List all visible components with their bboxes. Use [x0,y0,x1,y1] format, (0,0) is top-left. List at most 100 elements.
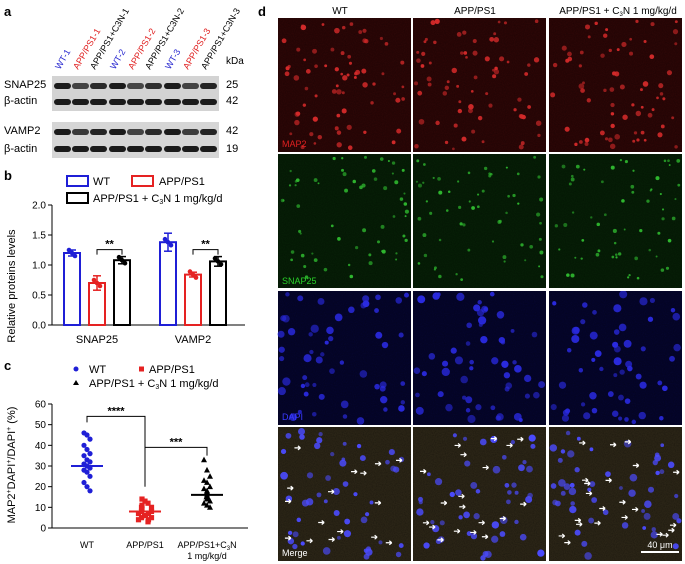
cell-dot [289,169,292,173]
col-header-c3n: APP/PS1 + C3N 1 mg/kg/d [559,6,677,18]
legend-c3n: APP/PS1 + C3N 1 mg/kg/d [93,193,223,206]
cell-dot [527,492,533,499]
cell-dot [485,92,489,96]
arrow-marker [624,439,632,445]
cell-dot [629,473,638,482]
blot-band [182,146,199,152]
cell-dot [639,297,648,306]
arrow-marker [609,442,617,448]
data-point [187,269,193,274]
cell-dot [538,237,542,241]
cell-dot [303,391,309,397]
cell-dot [380,395,388,404]
blot-band [90,83,107,89]
blot-band [109,83,126,89]
cell-dot [492,465,501,474]
panel-d-label: d [258,4,266,19]
panel-b-chart: 0.0 0.5 1.0 1.5 2.0 ** SNAP25 ** VAMP2 [32,201,245,346]
blot-band [200,129,217,135]
cell-dot [416,508,424,516]
cell-dot [340,51,345,56]
row-label-bactin-1: β-actin [4,95,37,107]
cell-dot [336,113,341,118]
cell-dot [672,29,679,35]
cell-dot [619,290,628,299]
cell-dot [311,411,317,417]
cell-dot [640,105,644,109]
cell-dot [444,85,450,91]
cell-dot [589,392,597,400]
cell-dot [558,479,566,487]
cell-dot [456,84,460,88]
cell-dot [663,159,667,163]
cell-dot [391,172,394,175]
cell-dot [659,92,664,96]
cell-dot [401,168,405,172]
data-point [81,479,87,486]
cell-dot [341,25,346,30]
cell-dot [524,259,527,262]
cell-dot [300,541,305,546]
cell-dot [617,252,622,256]
cell-dot [335,84,339,88]
cell-dot [287,530,293,536]
arrow-marker [517,436,524,442]
cell-dot [303,58,307,62]
cell-dot [669,355,675,362]
arrow-marker [458,493,465,499]
legend-app: APP/PS1 [159,176,205,188]
cell-dot [429,211,433,215]
cell-dot [489,36,495,42]
blot-band [200,99,217,105]
legend-swatch-app [131,175,154,187]
arrow-marker [470,529,477,535]
cell-dot [631,419,637,425]
cell-dot [417,216,422,221]
cell-dot [491,521,500,529]
lane-labels: WT-1APP/PS1-1APP/PS1+C3N-1WT-2APP/PS1-2A… [53,6,242,71]
cell-dot [563,222,568,227]
cell-dot [534,19,539,24]
cell-dot [455,273,458,276]
cell-dot [655,470,660,476]
cell-dot [318,393,325,400]
blot-band [182,129,199,135]
cell-dot [460,278,464,281]
cell-dot [402,234,406,238]
cell-dot [583,168,586,171]
cell-dot [473,75,478,80]
cell-dot [603,33,608,38]
cell-dot [396,128,402,134]
cell-dot [398,405,405,412]
cell-dot [674,20,678,24]
cell-dot [342,172,347,177]
cell-dot [506,60,510,64]
cell-dot [309,349,314,355]
cell-dot [294,184,297,187]
cell-dot [533,57,540,63]
arrow-marker [605,477,612,483]
cell-dot [342,481,349,487]
cell-dot [550,404,557,411]
cell-dot [498,219,502,224]
data-point [84,484,90,490]
cell-dot [391,140,396,145]
lane-label: WT-3 [163,47,182,71]
cell-dot [651,108,655,112]
cell-dot [643,138,647,142]
cell-dot [514,519,519,525]
cell-dot [364,512,370,517]
cell-dot [630,184,635,189]
cell-dot [323,267,328,272]
cell-dot [599,366,604,372]
arrow-marker [632,463,640,468]
blot-band [164,129,181,135]
cell-dot [458,515,463,520]
arrow-marker [490,436,498,442]
cell-dot [561,164,566,169]
blot-band [109,99,126,105]
tile-separator [278,289,682,291]
blot-band [54,83,71,89]
arrow-marker [584,481,591,486]
